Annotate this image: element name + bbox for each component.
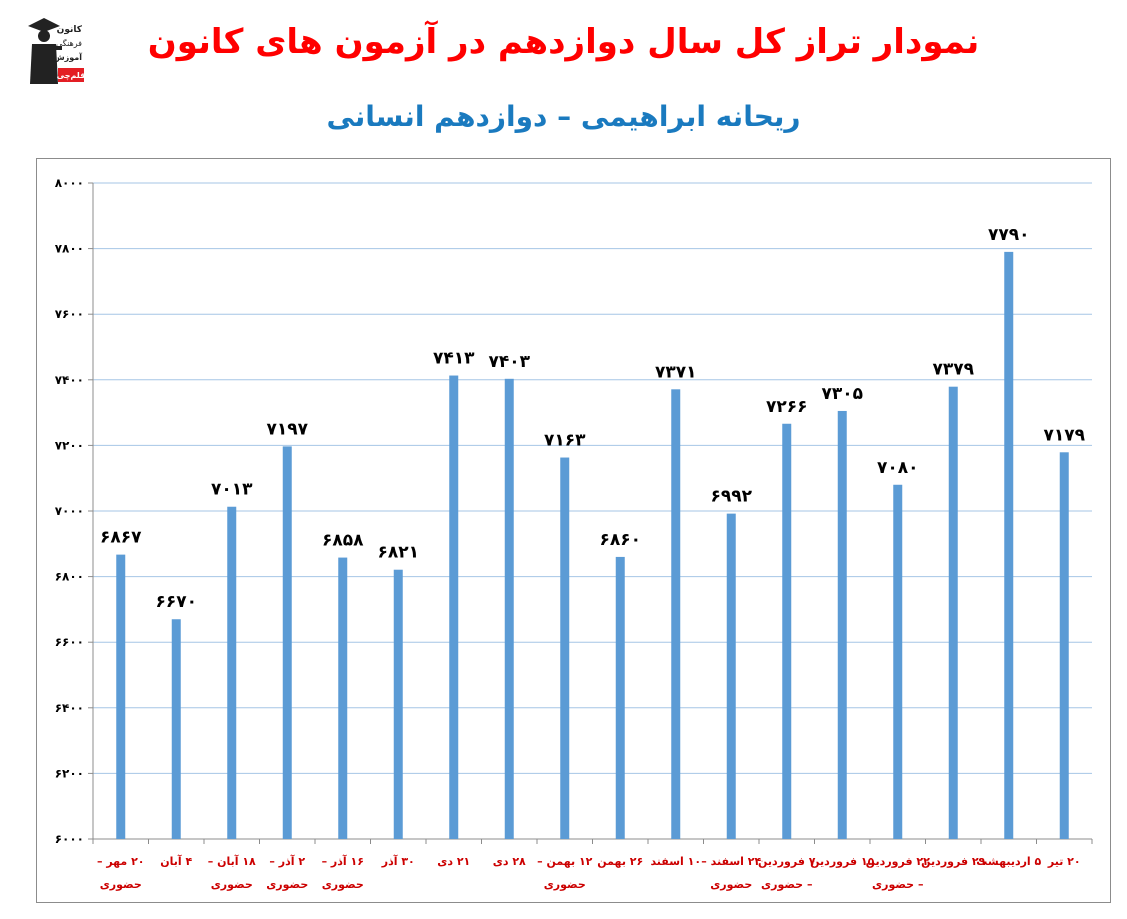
data-label: ۶۹۹۲ bbox=[710, 487, 752, 507]
data-label: ۶۸۶۰ bbox=[599, 530, 641, 550]
bar bbox=[1004, 251, 1014, 839]
y-tick-label: ۶۰۰۰ bbox=[55, 832, 84, 846]
x-tick-label: ۱۵ فروردین bbox=[810, 855, 874, 868]
x-tick-label: ۲۰ تیر bbox=[1047, 855, 1081, 868]
y-tick-label: ۷۶۰۰ bbox=[55, 307, 84, 321]
x-tick-label: ۵ اردیبهشت bbox=[976, 855, 1041, 868]
chart-title: نمودار تراز کل سال دوازدهم در آزمون های … bbox=[147, 22, 980, 62]
x-tick-label: ۱۸ آبان – bbox=[208, 854, 256, 868]
x-tick-label: – حضوری bbox=[761, 878, 812, 891]
x-tick-label: ۳۰ آذر bbox=[381, 854, 415, 868]
x-tick-label: ۴ آبان bbox=[160, 854, 192, 868]
logo-text-line3: آموزش bbox=[54, 52, 83, 63]
bar bbox=[449, 375, 459, 839]
data-label: ۶۸۶۷ bbox=[100, 528, 142, 548]
bar bbox=[116, 554, 126, 839]
bar-chart: ۶۰۰۰ ۶۲۰۰ ۶۴۰۰ ۶۶۰۰ ۶۸۰۰ ۷۰۰۰ ۷۲۰۰ ۷۴۰۰ ۷۶۰۰ ۷۸۰۰… bbox=[55, 176, 1093, 891]
x-tick-label: ۲۸ دی bbox=[493, 855, 526, 868]
bar bbox=[893, 484, 903, 839]
logo-text-line2: فرهنگی bbox=[56, 38, 82, 48]
chart-subtitle: ریحانه ابراهیمی – دوازدهم انسانی bbox=[326, 100, 801, 133]
data-label: ۷۱۶۳ bbox=[544, 431, 586, 451]
x-tick-label: حضوری bbox=[266, 878, 308, 891]
bar bbox=[282, 446, 292, 839]
y-tick-label: ۷۲۰۰ bbox=[55, 438, 84, 452]
bar bbox=[560, 457, 570, 839]
data-label: ۷۲۶۶ bbox=[766, 397, 808, 417]
x-tick-label: حضوری bbox=[544, 878, 586, 891]
y-tick-label: ۶۸۰۰ bbox=[55, 570, 84, 584]
x-tick-label: ۲۲ فروردین bbox=[866, 855, 930, 868]
data-label: ۷۷۹۰ bbox=[988, 225, 1030, 245]
x-tick-label: ۲۰ مهر – bbox=[97, 855, 145, 868]
logo-badge bbox=[58, 68, 84, 82]
x-tick-label: ۷ فروردین bbox=[758, 855, 816, 868]
data-label: ۷۰۸۰ bbox=[877, 458, 919, 478]
bar bbox=[726, 513, 736, 839]
x-tick-label: حضوری bbox=[710, 878, 752, 891]
y-tick-label: ۸۰۰۰ bbox=[55, 176, 84, 190]
bar bbox=[338, 557, 348, 839]
x-tick-label: ۲۴ اسفند – bbox=[701, 855, 761, 868]
x-tick-label: حضوری bbox=[100, 878, 142, 891]
graduate-figure-icon bbox=[28, 18, 62, 84]
data-label: ۷۴۱۳ bbox=[433, 349, 475, 369]
y-tick-label: ۶۲۰۰ bbox=[55, 766, 84, 780]
x-tick-label: ۱۲ بهمن – bbox=[537, 855, 593, 868]
x-tick-label: حضوری bbox=[211, 878, 253, 891]
bar bbox=[837, 410, 847, 839]
x-tick-label: ۲ آذر – bbox=[269, 854, 305, 868]
bar bbox=[504, 378, 514, 839]
bar bbox=[948, 386, 958, 839]
data-label: ۷۴۰۳ bbox=[488, 352, 530, 372]
data-label: ۷۰۱۳ bbox=[211, 480, 253, 500]
bar bbox=[615, 556, 625, 839]
chart-area: ۶۰۰۰ ۶۲۰۰ ۶۴۰۰ ۶۶۰۰ ۶۸۰۰ ۷۰۰۰ ۷۲۰۰ ۷۴۰۰ ۷۶۰۰ ۷۸۰۰… bbox=[36, 158, 1111, 903]
data-label: ۷۳۷۱ bbox=[655, 362, 697, 382]
x-tick-label: ۱۰ اسفند bbox=[650, 855, 701, 868]
x-tick-label: ۲۶ بهمن bbox=[597, 855, 643, 868]
kanoon-logo: کانون فرهنگی آموزش قلم‌چی bbox=[28, 18, 84, 84]
y-tick-label: ۷۸۰۰ bbox=[55, 242, 84, 256]
x-tick-label: – حضوری bbox=[872, 878, 923, 891]
logo-badge-text: قلم‌چی bbox=[57, 71, 84, 80]
y-tick-label: ۶۶۰۰ bbox=[55, 635, 84, 649]
y-tick-label: ۶۴۰۰ bbox=[55, 701, 84, 715]
bar bbox=[171, 619, 181, 839]
data-label: ۶۶۷۰ bbox=[155, 592, 197, 612]
bar bbox=[671, 389, 681, 839]
data-label: ۷۳۷۹ bbox=[932, 360, 974, 380]
logo-text-line1: کانون bbox=[57, 25, 83, 35]
data-label: ۶۸۲۱ bbox=[377, 543, 419, 563]
bar bbox=[1059, 452, 1069, 839]
x-tick-label: حضوری bbox=[322, 878, 364, 891]
x-tick-label: ۲۱ دی bbox=[437, 855, 470, 868]
bar bbox=[393, 569, 403, 839]
data-label: ۷۱۷۹ bbox=[1043, 425, 1085, 445]
y-tick-label: ۷۴۰۰ bbox=[55, 373, 84, 387]
data-label: ۷۳۰۵ bbox=[821, 384, 863, 404]
data-label: ۷۱۹۷ bbox=[266, 419, 308, 439]
data-label: ۶۸۵۸ bbox=[322, 531, 364, 551]
y-tick-label: ۷۰۰۰ bbox=[55, 504, 84, 518]
x-tick-label: ۱۶ آذر – bbox=[322, 854, 364, 868]
bar bbox=[227, 506, 237, 839]
bar bbox=[782, 423, 792, 839]
x-tick-label: ۲۹ فروردین bbox=[921, 855, 985, 868]
